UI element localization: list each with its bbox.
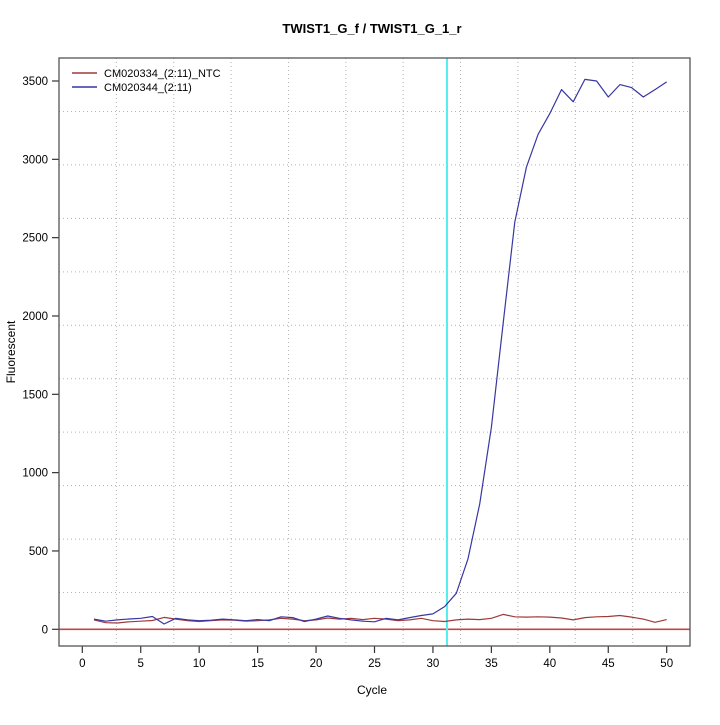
x-axis-title: Cycle: [357, 683, 387, 697]
legend: CM020334_(2:11)_NTC CM020344_(2:11): [72, 68, 221, 94]
x-tick-label: 30: [427, 658, 440, 670]
x-tick-label: 20: [310, 658, 323, 670]
x-tick-label: 45: [602, 658, 615, 670]
y-tick-label: 3000: [22, 154, 48, 166]
y-tick-label: 0: [42, 624, 48, 636]
x-tick-label: 50: [660, 658, 673, 670]
y-tick-label: 500: [29, 546, 48, 558]
y-tick-label: 1500: [22, 389, 48, 401]
series-line-sample: [93, 78, 668, 625]
x-tick-label: 25: [368, 658, 381, 670]
x-tick-label: 40: [543, 658, 556, 670]
series-lines: [93, 78, 668, 625]
x-tick-label: 35: [485, 658, 498, 670]
legend-label-sample: CM020344_(2:11): [104, 82, 192, 94]
grid-lines: [59, 58, 690, 646]
x-tick-label: 0: [79, 658, 85, 670]
y-axis-title: Fluorescent: [4, 320, 18, 383]
y-tick-label: 3500: [22, 76, 48, 88]
legend-label-ntc: CM020334_(2:11)_NTC: [104, 68, 221, 80]
series-line-ntc: [93, 613, 667, 624]
x-tick-label: 10: [193, 658, 206, 670]
axes-and-ticks: 0 5 10 15 20 25 30 35 40 45 5005001000150020002500…: [22, 76, 673, 670]
x-tick-label: 5: [138, 658, 144, 670]
x-tick-label: 15: [251, 658, 264, 670]
plot-box: [58, 57, 691, 647]
y-tick-label: 2000: [22, 311, 48, 323]
y-tick-label: 2500: [22, 233, 48, 245]
y-tick-label: 1000: [22, 468, 48, 480]
chart-title: TWIST1_G_f / TWIST1_G_1_r: [282, 21, 461, 36]
